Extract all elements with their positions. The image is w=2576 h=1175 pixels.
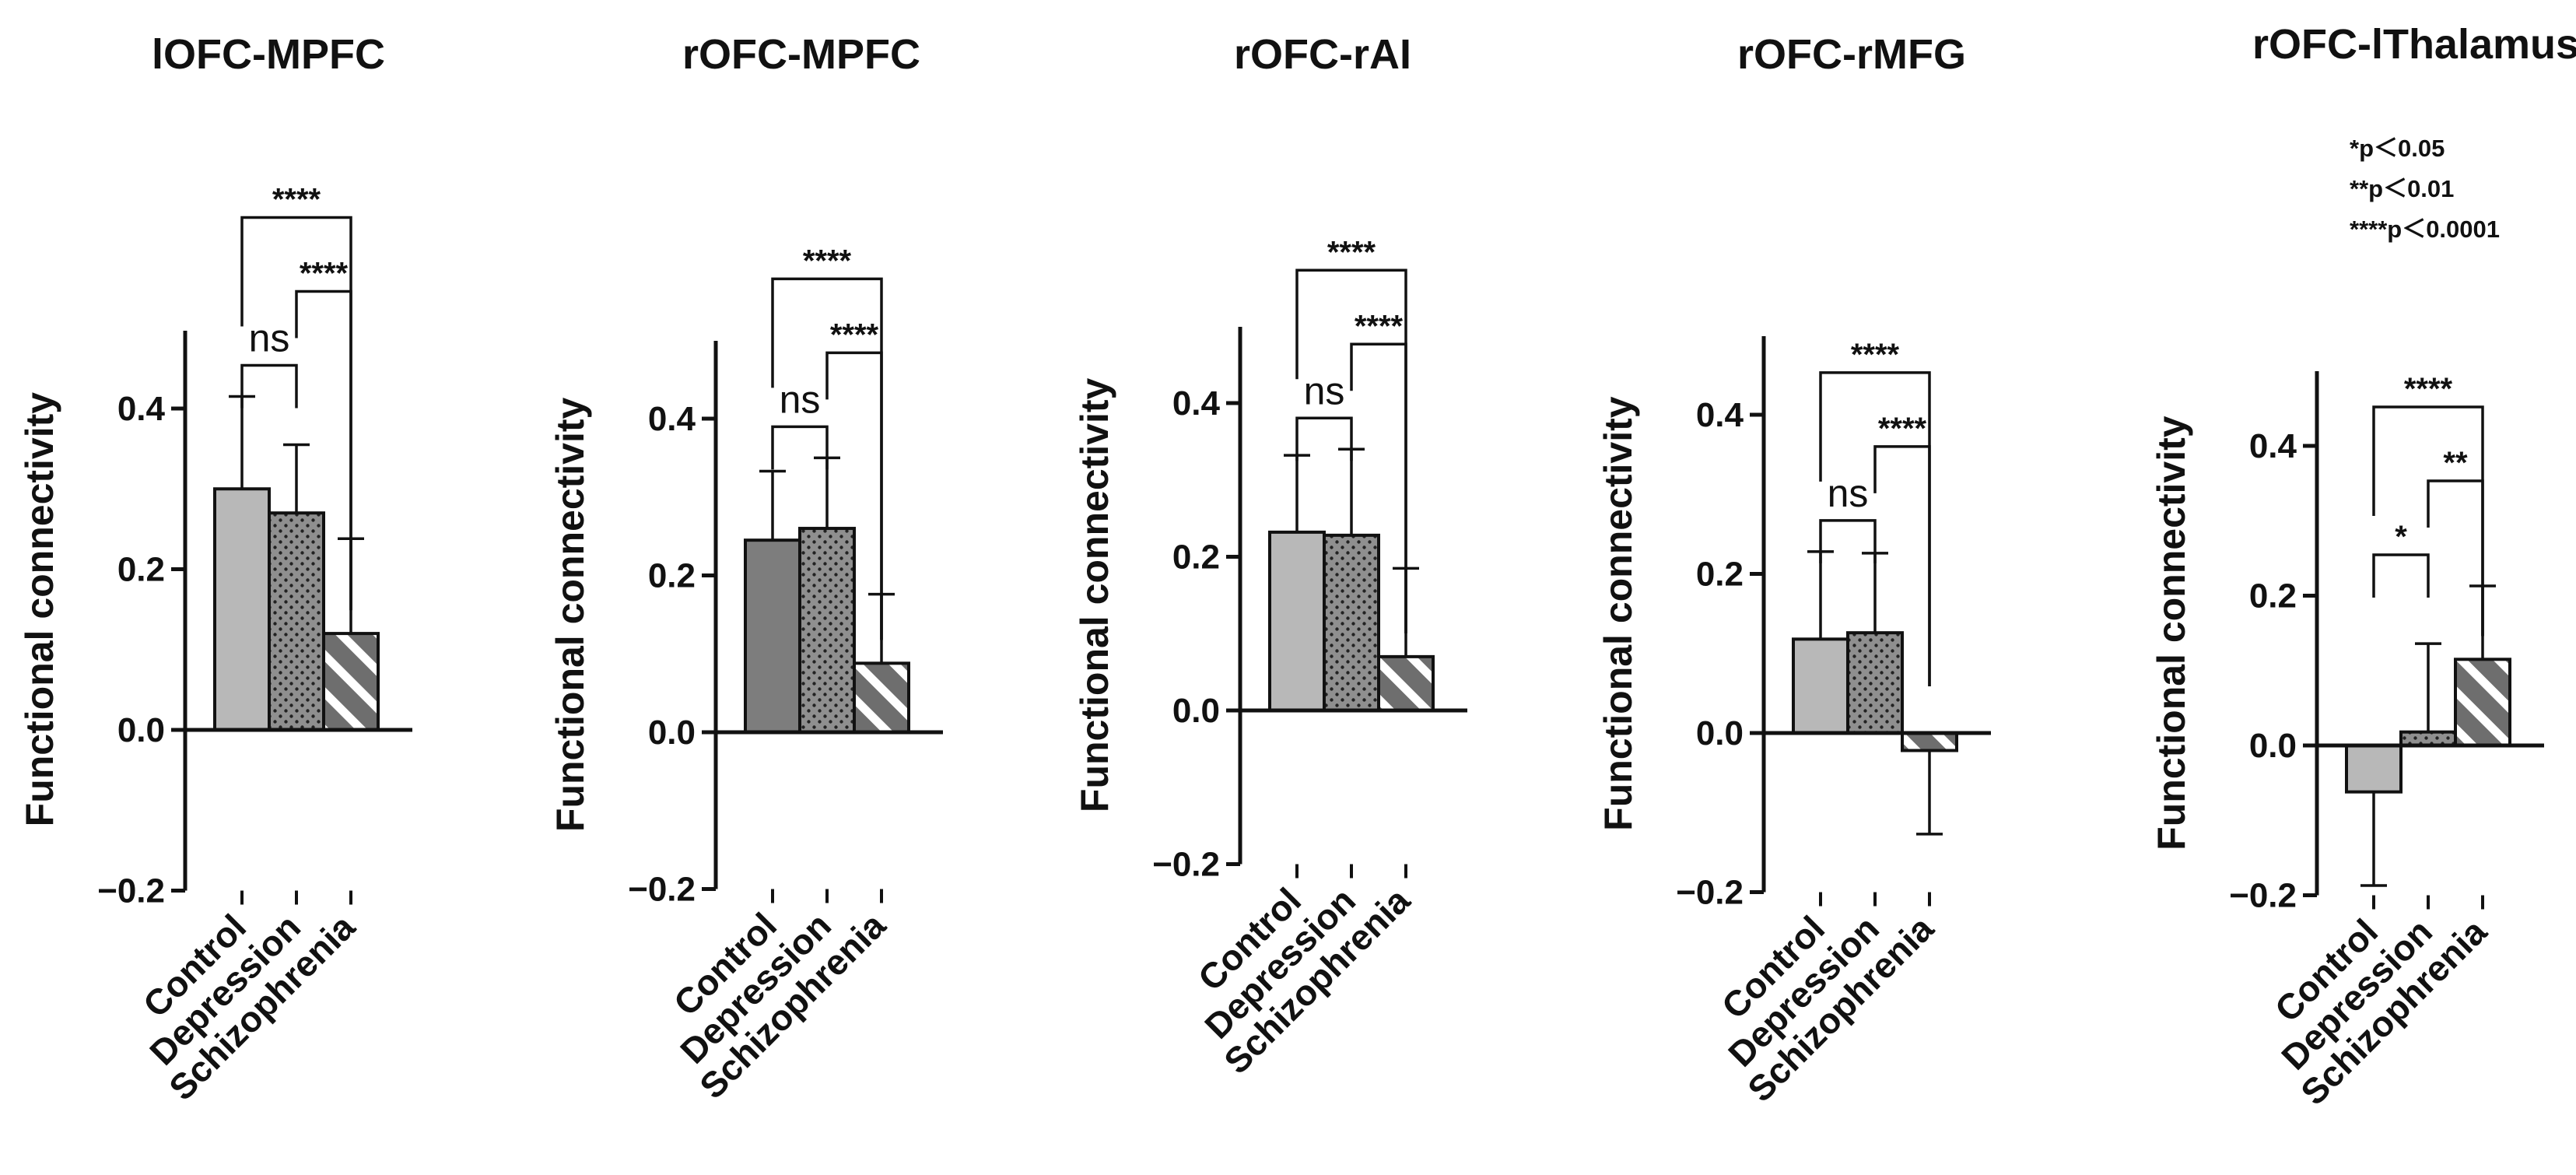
y-axis-label: Functional connectivity — [1596, 396, 1640, 831]
y-tick-label: 0.0 — [2249, 727, 2297, 765]
significance-label: ns — [1828, 472, 1869, 515]
significance-bracket — [2372, 553, 2430, 598]
y-tick-label: −0.2 — [628, 871, 696, 909]
panel-title: rOFC-rMFG — [1737, 31, 1966, 78]
panel-title: lOFC-MPFC — [152, 31, 385, 78]
bar-schizophrenia — [853, 661, 910, 735]
significance-legend: *p＜0.05 **p＜0.01 ****p＜0.0001 — [2350, 128, 2500, 250]
significance-bracket — [771, 425, 829, 470]
sig-legend-p05: *p＜0.05 — [2350, 135, 2445, 162]
significance-bracket — [240, 216, 352, 611]
y-tick-label: 0.4 — [1696, 396, 1744, 434]
significance-label: **** — [272, 183, 321, 217]
significance-bracket — [1819, 371, 1931, 686]
y-tick-label: −0.2 — [1676, 874, 1744, 912]
bar-schizophrenia — [322, 632, 380, 731]
panel-2: rOFC-MPFC Functional connectivity −0.2 0.0 0… — [548, 31, 943, 1107]
significance-label: **** — [2404, 372, 2453, 406]
significance-bracket — [1295, 268, 1407, 633]
y-axis-label: Functional connectivity — [1073, 377, 1116, 812]
y-tick-label: 0.0 — [648, 714, 696, 752]
y-tick-label: −0.2 — [97, 872, 165, 910]
y-tick-label: 0.2 — [648, 557, 696, 595]
significance-label: **** — [1327, 235, 1376, 269]
significance-bracket — [240, 363, 298, 409]
bar-schizophrenia — [1377, 654, 1435, 712]
panel-title: rOFC-MPFC — [682, 31, 920, 78]
bar-depression — [1846, 631, 1904, 735]
bar-depression — [1323, 533, 1380, 712]
y-tick-label: 0.2 — [117, 551, 165, 589]
bar-schizophrenia — [1901, 731, 1958, 752]
y-tick-label: 0.0 — [1696, 714, 1744, 752]
y-tick-label: 0.0 — [1172, 692, 1220, 730]
significance-label: ns — [780, 377, 821, 421]
significance-label: **** — [1851, 338, 1900, 372]
bar-control — [1792, 637, 1849, 735]
panel-title: rOFC-lThalamus — [2252, 21, 2576, 68]
y-axis-label: Functional connectivity — [18, 392, 61, 827]
bar-depression — [798, 527, 856, 734]
significance-label: ns — [1304, 369, 1345, 412]
significance-label: **** — [830, 317, 879, 352]
panel-3: rOFC-rAI Functional connectivity −0.2 0.0 0.… — [1073, 31, 1467, 1082]
bar-control — [744, 538, 801, 734]
y-tick-label: 0.4 — [1172, 384, 1221, 423]
y-axis-label: Functional connectivity — [548, 397, 592, 832]
sig-legend-p01: **p＜0.01 — [2350, 175, 2455, 202]
significance-label: ns — [249, 317, 290, 360]
y-tick-label: 0.2 — [1696, 556, 1744, 594]
significance-bracket — [2427, 479, 2484, 637]
panel-1: lOFC-MPFC Functional connectivity −0.2 0.0 0… — [18, 31, 412, 1108]
bar-depression — [2399, 730, 2457, 747]
y-tick-label: 0.0 — [117, 711, 165, 749]
y-tick-label: 0.4 — [648, 400, 696, 438]
bar-control — [2345, 744, 2403, 794]
significance-bracket — [771, 277, 883, 640]
significance-label: * — [2395, 520, 2407, 554]
panel-title: rOFC-rAI — [1234, 31, 1411, 78]
y-tick-label: −0.2 — [2229, 877, 2297, 915]
significance-bracket — [2372, 405, 2484, 637]
panel-4: rOFC-rMFG Functional connectivity −0.2 0.0 0… — [1596, 31, 1991, 1110]
sig-legend-p0001: ****p＜0.0001 — [2350, 216, 2501, 243]
significance-label: **** — [1355, 309, 1404, 343]
bar-schizophrenia — [2454, 658, 2511, 747]
bar-control — [1268, 530, 1326, 713]
significance-label: **** — [300, 257, 349, 291]
significance-label: **** — [803, 244, 852, 278]
y-tick-label: 0.4 — [117, 390, 166, 428]
y-tick-label: 0.4 — [2249, 427, 2297, 465]
y-axis-label: Functional connectivity — [2150, 416, 2193, 851]
significance-label: ** — [2443, 446, 2468, 480]
bar-depression — [268, 511, 325, 731]
y-tick-label: −0.2 — [1152, 846, 1220, 884]
y-tick-label: 0.2 — [1172, 538, 1220, 577]
bar-control — [213, 487, 271, 731]
significance-label: **** — [1878, 412, 1927, 446]
significance-bracket — [1819, 519, 1877, 563]
significance-bracket — [1295, 416, 1353, 461]
y-tick-label: 0.2 — [2249, 577, 2297, 616]
